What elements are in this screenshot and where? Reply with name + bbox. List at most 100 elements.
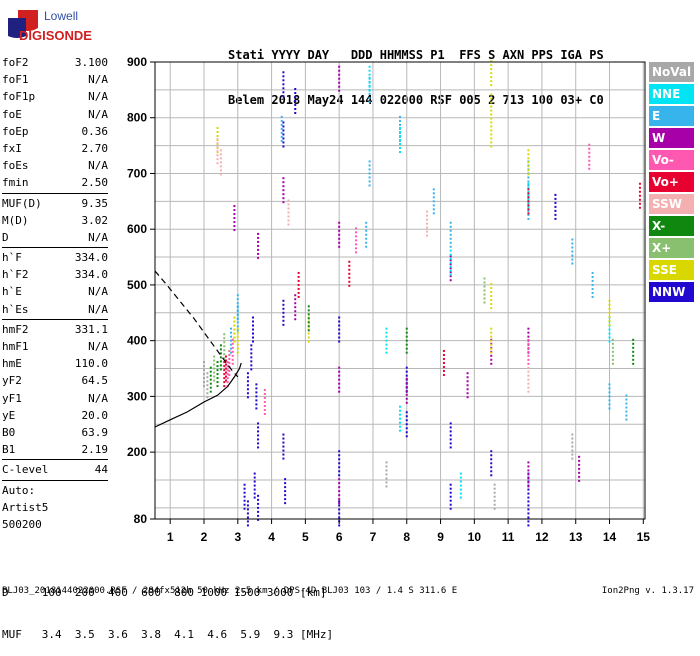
echo-point — [368, 100, 371, 103]
echo-point — [449, 430, 452, 433]
echo-point — [527, 358, 530, 361]
param-name: h`F — [2, 251, 22, 265]
echo-point — [216, 154, 219, 157]
echo-point — [385, 465, 388, 468]
echo-point — [527, 335, 530, 338]
echo-point — [252, 328, 254, 331]
echo-point — [578, 455, 581, 458]
echo-point — [236, 331, 239, 334]
echo-point — [223, 349, 226, 352]
logo-line1: Lowell — [44, 9, 78, 23]
param-name: h`F2 — [2, 268, 29, 282]
echo-point — [230, 339, 233, 342]
echo-point — [287, 207, 290, 210]
param-value: 2.70 — [81, 141, 109, 155]
echo-point — [527, 508, 530, 511]
echo-point — [608, 395, 611, 398]
echo-point — [459, 492, 462, 495]
echo-point — [449, 249, 452, 252]
echo-point — [230, 327, 233, 330]
echo-point — [297, 291, 300, 294]
echo-point — [223, 377, 226, 380]
param-value: 334.0 — [74, 268, 108, 282]
echo-point — [233, 205, 236, 208]
echo-point — [527, 477, 530, 480]
echo-point — [231, 342, 234, 345]
echo-point — [405, 389, 408, 392]
echo-point — [591, 271, 594, 274]
echo-point — [432, 192, 435, 195]
echo-point — [625, 406, 628, 409]
echo-point — [282, 457, 285, 460]
echo-point — [284, 482, 287, 485]
echo-point — [282, 83, 285, 86]
echo-point — [578, 471, 581, 474]
echo-point — [282, 193, 285, 196]
echo-point — [490, 72, 493, 75]
echo-point — [571, 262, 574, 265]
plot-axes: 1 2 3 4 5 6 7 8 9 10 11 12 13 14 158020030040050060070… — [127, 55, 650, 544]
autoscaling-line: Auto: — [2, 483, 36, 497]
echo-point — [483, 297, 486, 300]
echo-point — [257, 422, 260, 425]
echo-point — [355, 251, 358, 254]
echo-point — [493, 507, 496, 510]
param-name: foE — [2, 107, 22, 121]
echo-point — [490, 474, 493, 477]
echo-point — [223, 341, 226, 344]
x-tick-label: 10 — [468, 530, 482, 544]
echo-point — [338, 316, 341, 319]
echo-point — [307, 340, 310, 343]
echo-point — [246, 508, 249, 511]
x-tick-label: 12 — [535, 530, 549, 544]
echo-point — [282, 141, 285, 144]
echo-point — [257, 240, 260, 243]
echo-point — [611, 338, 614, 341]
echo-point — [449, 422, 452, 425]
echo-point — [246, 376, 249, 379]
echo-point — [608, 336, 611, 339]
echo-point — [527, 469, 530, 472]
x-tick-label: 15 — [637, 530, 651, 544]
echo-point — [405, 423, 408, 426]
echo-point — [216, 158, 219, 161]
echo-point — [284, 486, 287, 489]
param-name: yF1 — [2, 391, 22, 405]
echo-point — [236, 343, 239, 346]
echo-point — [449, 265, 452, 268]
echo-point — [571, 250, 574, 253]
echo-point — [233, 225, 236, 228]
distance-muf-table: D 100 200 400 600 800 1000 1500 3000 [km… — [2, 558, 333, 656]
echo-point — [399, 127, 401, 130]
param-row: B1 2.19 — [2, 441, 108, 458]
echo-point — [231, 346, 234, 349]
echo-point — [231, 358, 234, 361]
echo-point — [490, 109, 493, 112]
echo-point — [257, 506, 260, 509]
echo-point — [263, 392, 266, 395]
echo-point — [490, 76, 493, 79]
echo-point — [527, 390, 530, 393]
echo-point — [527, 169, 530, 172]
echo-point — [338, 502, 341, 505]
echo-point — [338, 462, 341, 465]
echo-point — [243, 503, 246, 506]
legend-item: X- — [649, 216, 694, 236]
echo-point — [405, 431, 408, 434]
echo-point — [236, 339, 239, 342]
echo-point — [338, 382, 341, 385]
echo-point — [213, 355, 216, 358]
echo-point — [527, 520, 530, 523]
param-row: fxI 2.70 — [2, 140, 108, 157]
echo-point — [203, 381, 205, 384]
echo-point — [608, 383, 611, 386]
echo-point — [405, 401, 408, 404]
param-value: N/A — [88, 107, 108, 121]
echo-point — [466, 372, 469, 375]
echo-point — [228, 361, 231, 364]
echo-point — [348, 264, 351, 267]
echo-point — [368, 69, 371, 72]
echo-point — [368, 96, 371, 99]
param-divider — [2, 318, 108, 320]
echo-point — [236, 321, 239, 324]
